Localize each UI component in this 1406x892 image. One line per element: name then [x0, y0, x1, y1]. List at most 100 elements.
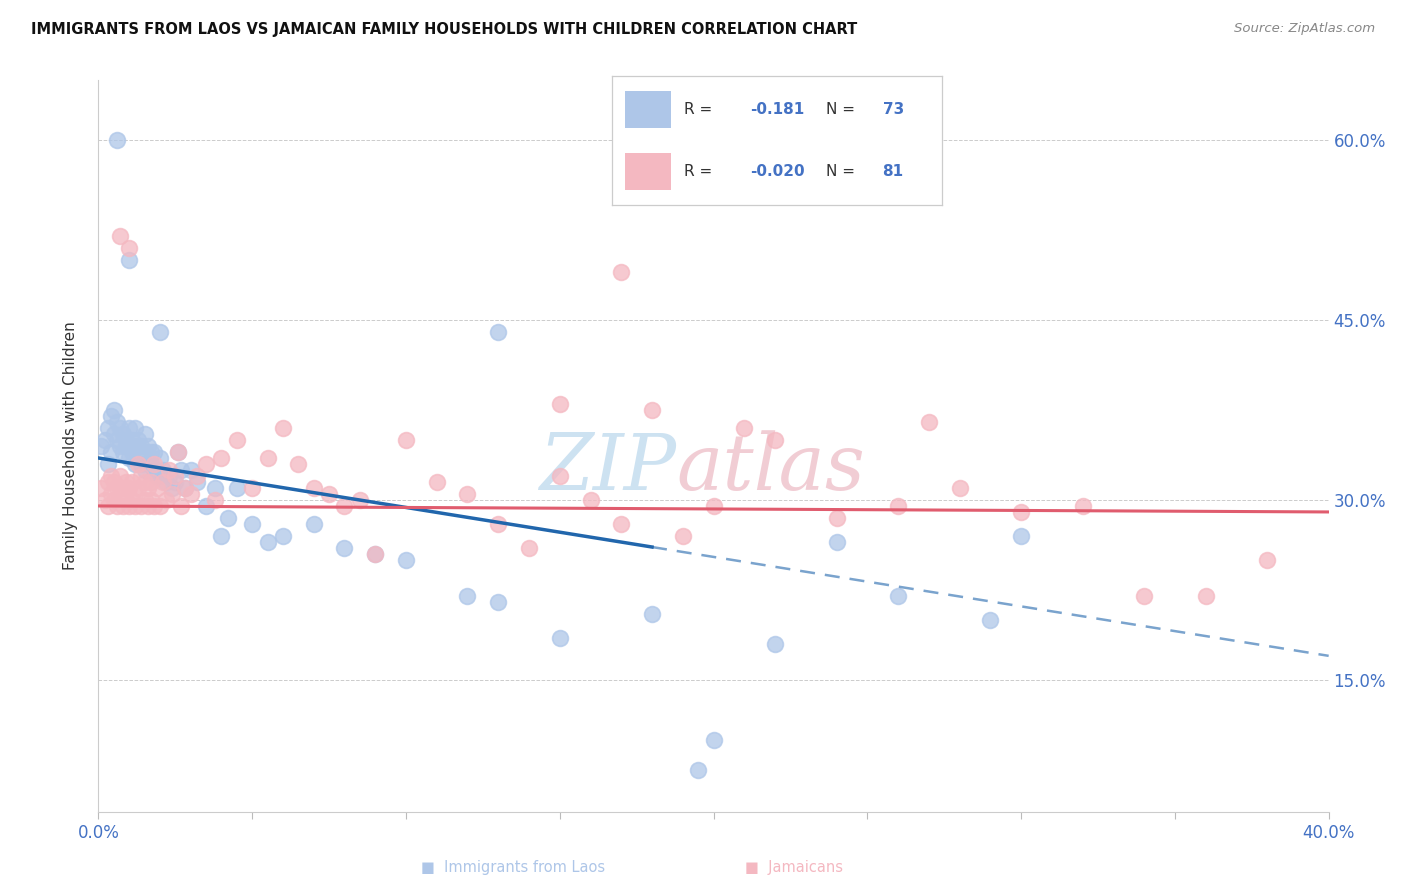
Point [548, 397, 571, 411]
Bar [624, 91, 671, 128]
Point [486, 325, 509, 339]
Point [1256, 553, 1278, 567]
Point [121, 475, 143, 489]
Text: -0.181: -0.181 [751, 102, 804, 117]
Point [426, 475, 449, 489]
Point [165, 475, 187, 489]
Point [217, 511, 239, 525]
Text: 81: 81 [883, 164, 904, 179]
Point [186, 475, 208, 489]
Point [149, 450, 172, 465]
Point [105, 415, 128, 429]
Point [139, 457, 162, 471]
Point [118, 450, 141, 465]
Point [162, 487, 183, 501]
Point [127, 433, 149, 447]
Point [157, 463, 180, 477]
Point [100, 469, 122, 483]
Point [918, 415, 941, 429]
Point [149, 325, 172, 339]
Point [195, 457, 218, 471]
Point [349, 492, 371, 507]
Point [167, 445, 190, 459]
Point [456, 487, 478, 501]
Point [763, 637, 786, 651]
Point [118, 481, 141, 495]
Point [100, 445, 122, 459]
Point [134, 427, 156, 442]
Point [825, 511, 848, 525]
Point [121, 433, 143, 447]
Point [121, 445, 143, 459]
Point [118, 253, 141, 268]
Point [641, 403, 664, 417]
Point [134, 445, 156, 459]
Point [142, 445, 165, 459]
Point [1071, 499, 1094, 513]
Point [949, 481, 972, 495]
Point [271, 421, 294, 435]
Point [979, 613, 1001, 627]
Text: N =: N = [827, 102, 860, 117]
Point [610, 265, 633, 279]
Point [486, 595, 509, 609]
Point [139, 475, 162, 489]
Point [887, 499, 910, 513]
Point [579, 492, 602, 507]
Point [118, 241, 141, 255]
Point [108, 421, 131, 435]
Point [103, 427, 125, 442]
Point [105, 433, 128, 447]
Point [97, 499, 120, 513]
Point [610, 516, 633, 531]
Point [672, 529, 695, 543]
Point [887, 589, 910, 603]
Point [733, 421, 755, 435]
Text: -0.020: -0.020 [751, 164, 806, 179]
Point [103, 492, 125, 507]
Point [173, 481, 195, 495]
Text: IMMIGRANTS FROM LAOS VS JAMAICAN FAMILY HOUSEHOLDS WITH CHILDREN CORRELATION CHA: IMMIGRANTS FROM LAOS VS JAMAICAN FAMILY … [31, 22, 858, 37]
Point [108, 439, 131, 453]
Point [97, 421, 120, 435]
Point [152, 475, 174, 489]
Point [240, 481, 263, 495]
Point [124, 499, 146, 513]
Point [256, 450, 278, 465]
Point [395, 433, 418, 447]
Point [131, 499, 153, 513]
Point [180, 463, 202, 477]
Text: ■  Immigrants from Laos: ■ Immigrants from Laos [422, 860, 605, 874]
Point [302, 481, 325, 495]
Point [318, 487, 340, 501]
Point [136, 481, 159, 495]
Point [162, 481, 183, 495]
Point [302, 516, 325, 531]
Text: ZIP: ZIP [540, 430, 676, 506]
Text: R =: R = [685, 164, 717, 179]
Point [641, 607, 664, 621]
Point [115, 475, 138, 489]
Point [131, 457, 153, 471]
Point [127, 481, 149, 495]
Point [152, 463, 174, 477]
Point [115, 433, 138, 447]
Point [186, 469, 208, 483]
Point [136, 457, 159, 471]
Point [1010, 505, 1032, 519]
Point [90, 481, 112, 495]
Bar [624, 153, 671, 190]
Point [127, 450, 149, 465]
Text: 73: 73 [883, 102, 904, 117]
Point [112, 445, 135, 459]
Point [108, 469, 131, 483]
Point [271, 529, 294, 543]
Point [155, 492, 177, 507]
Point [118, 439, 141, 453]
Point [364, 547, 387, 561]
Point [108, 229, 131, 244]
Point [97, 457, 120, 471]
Text: N =: N = [827, 164, 860, 179]
Point [170, 499, 193, 513]
Point [105, 499, 128, 513]
